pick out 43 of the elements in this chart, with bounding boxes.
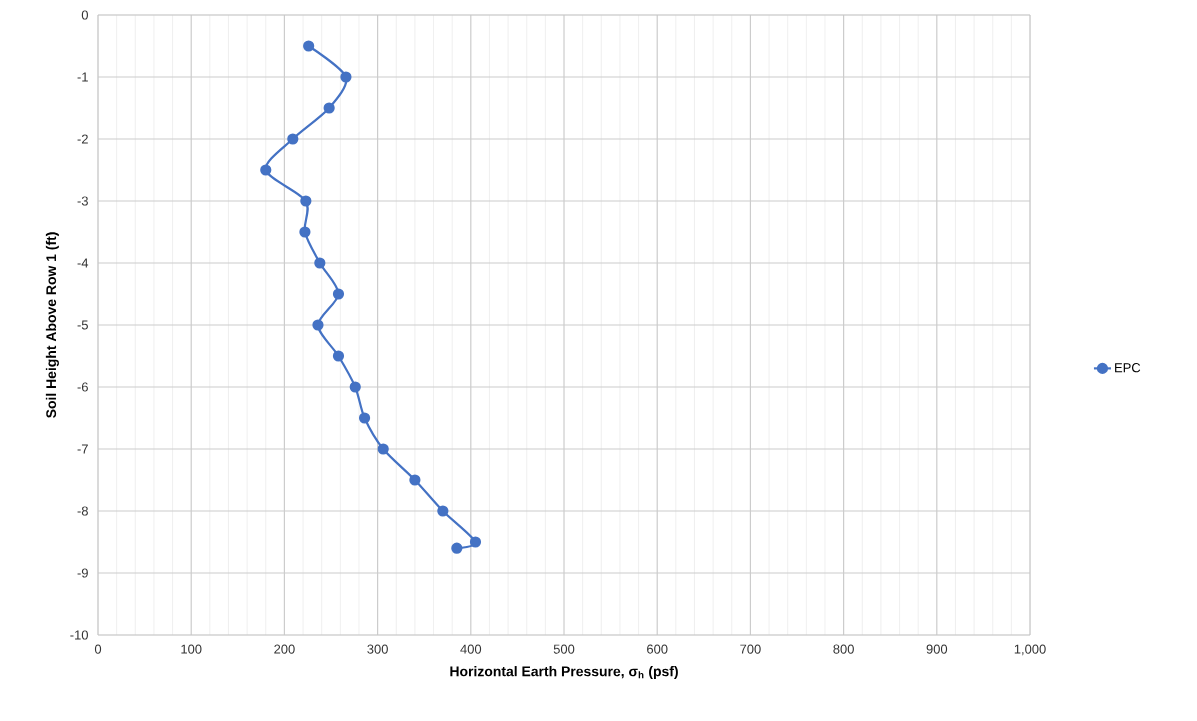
point (299, 226, 311, 238)
x-tick-label: 900 (926, 644, 948, 654)
y-tick-label: -9 (77, 568, 88, 578)
y-tick-label: -8 (77, 506, 88, 516)
x-tick-label: 700 (740, 644, 761, 654)
x-tick-label: 600 (647, 644, 668, 654)
x-tick-label: 0 (94, 644, 102, 654)
y-tick-label: -6 (77, 382, 88, 392)
point (332, 288, 345, 300)
x-tick-label: 400 (460, 644, 482, 654)
x-axis-title: Horizontal Earth Pressure, σ$_{h}$ (psf) (450, 666, 678, 680)
y-tick-label: -3 (77, 196, 88, 206)
point (437, 505, 449, 517)
y-tick-label: 0 (81, 10, 88, 20)
x-tick-label: 500 (553, 644, 575, 654)
point (314, 257, 326, 269)
point (332, 350, 345, 362)
point (260, 164, 272, 176)
point (300, 195, 312, 207)
point (349, 381, 361, 393)
point (340, 71, 352, 83)
x-tick-label: 100 (181, 644, 202, 654)
point (451, 542, 463, 554)
point (303, 40, 315, 52)
x-tick-label: 800 (833, 644, 854, 654)
point (358, 412, 371, 424)
point (469, 536, 482, 548)
y-tick-label: -2 (77, 134, 88, 144)
y-axis-title: Soil Height Above Row 1 (ft) (45, 232, 59, 418)
y-tick-label: -7 (77, 444, 88, 454)
point (409, 474, 421, 486)
point (312, 319, 324, 331)
legend-label: EPC (1115, 363, 1141, 373)
y-tick-label: -5 (77, 320, 88, 330)
x-tick-label: 1,000 (1014, 644, 1046, 656)
y-tick-label: -4 (77, 258, 89, 268)
point (287, 133, 299, 145)
point (377, 443, 389, 455)
x-tick-label: 200 (274, 644, 295, 654)
x-tick-label: 300 (367, 644, 388, 654)
y-tick-label: -10 (70, 630, 88, 640)
point (323, 102, 335, 114)
y-tick-label: -1 (77, 72, 88, 82)
